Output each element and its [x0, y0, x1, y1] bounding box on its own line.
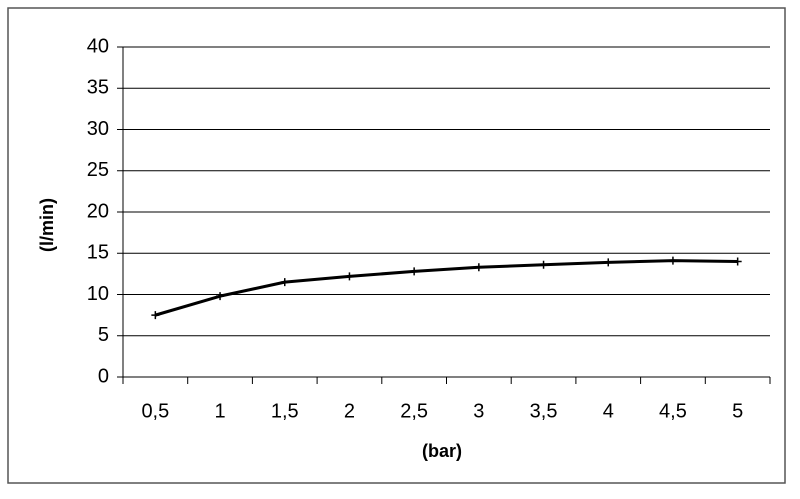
x-tick-label: 5 [732, 400, 743, 422]
data-point [280, 278, 289, 287]
x-axis-title: (bar) [422, 441, 462, 461]
x-tick-label: 3 [473, 400, 484, 422]
data-point [216, 292, 225, 301]
y-tick-label: 0 [98, 365, 109, 387]
data-point [410, 267, 419, 276]
data-point [474, 263, 483, 272]
y-tick-label: 20 [87, 200, 109, 222]
y-tick-label: 10 [87, 283, 109, 305]
y-tick-label: 25 [87, 159, 109, 181]
data-point [345, 272, 354, 281]
x-tick-label: 4,5 [659, 400, 687, 422]
x-tick-label: 3,5 [530, 400, 558, 422]
x-tick-label: 1 [214, 400, 225, 422]
y-tick-label: 35 [87, 77, 109, 99]
y-tick-label: 5 [98, 324, 109, 346]
y-tick-label: 30 [87, 118, 109, 140]
data-point [668, 256, 677, 265]
chart-border [7, 7, 786, 484]
x-tick-label: 2 [344, 400, 355, 422]
data-point [151, 311, 160, 320]
y-axis-title: (l/min) [37, 198, 57, 252]
x-tick-label: 4 [603, 400, 614, 422]
x-tick-label: 2,5 [400, 400, 428, 422]
y-tick-label: 15 [87, 242, 109, 264]
y-tick-label: 40 [87, 35, 109, 57]
data-point [733, 257, 742, 266]
data-point [539, 260, 548, 269]
data-point [604, 258, 613, 267]
data-line [154, 259, 738, 317]
x-tick-label: 0,5 [141, 400, 169, 422]
x-tick-label: 1,5 [271, 400, 299, 422]
